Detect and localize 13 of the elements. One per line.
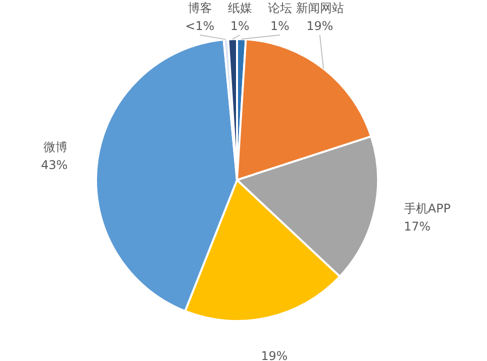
slice-label: 博客 <box>188 1 212 16</box>
data-label: 43% <box>41 158 68 172</box>
slice-label: 微博 <box>44 140 68 154</box>
slice-label: 手机APP <box>404 201 451 216</box>
data-label: 1% <box>230 19 250 34</box>
data-label: <1% <box>185 19 214 34</box>
slice-label: 论坛 <box>268 1 292 16</box>
slice-label: 新闻网站 <box>296 1 344 16</box>
data-label: 17% <box>404 219 431 234</box>
data-label: 1% <box>270 19 290 34</box>
slice-label: 纸媒 <box>228 1 252 16</box>
data-label: 19% <box>260 349 288 361</box>
data-label: 19% <box>306 19 334 34</box>
